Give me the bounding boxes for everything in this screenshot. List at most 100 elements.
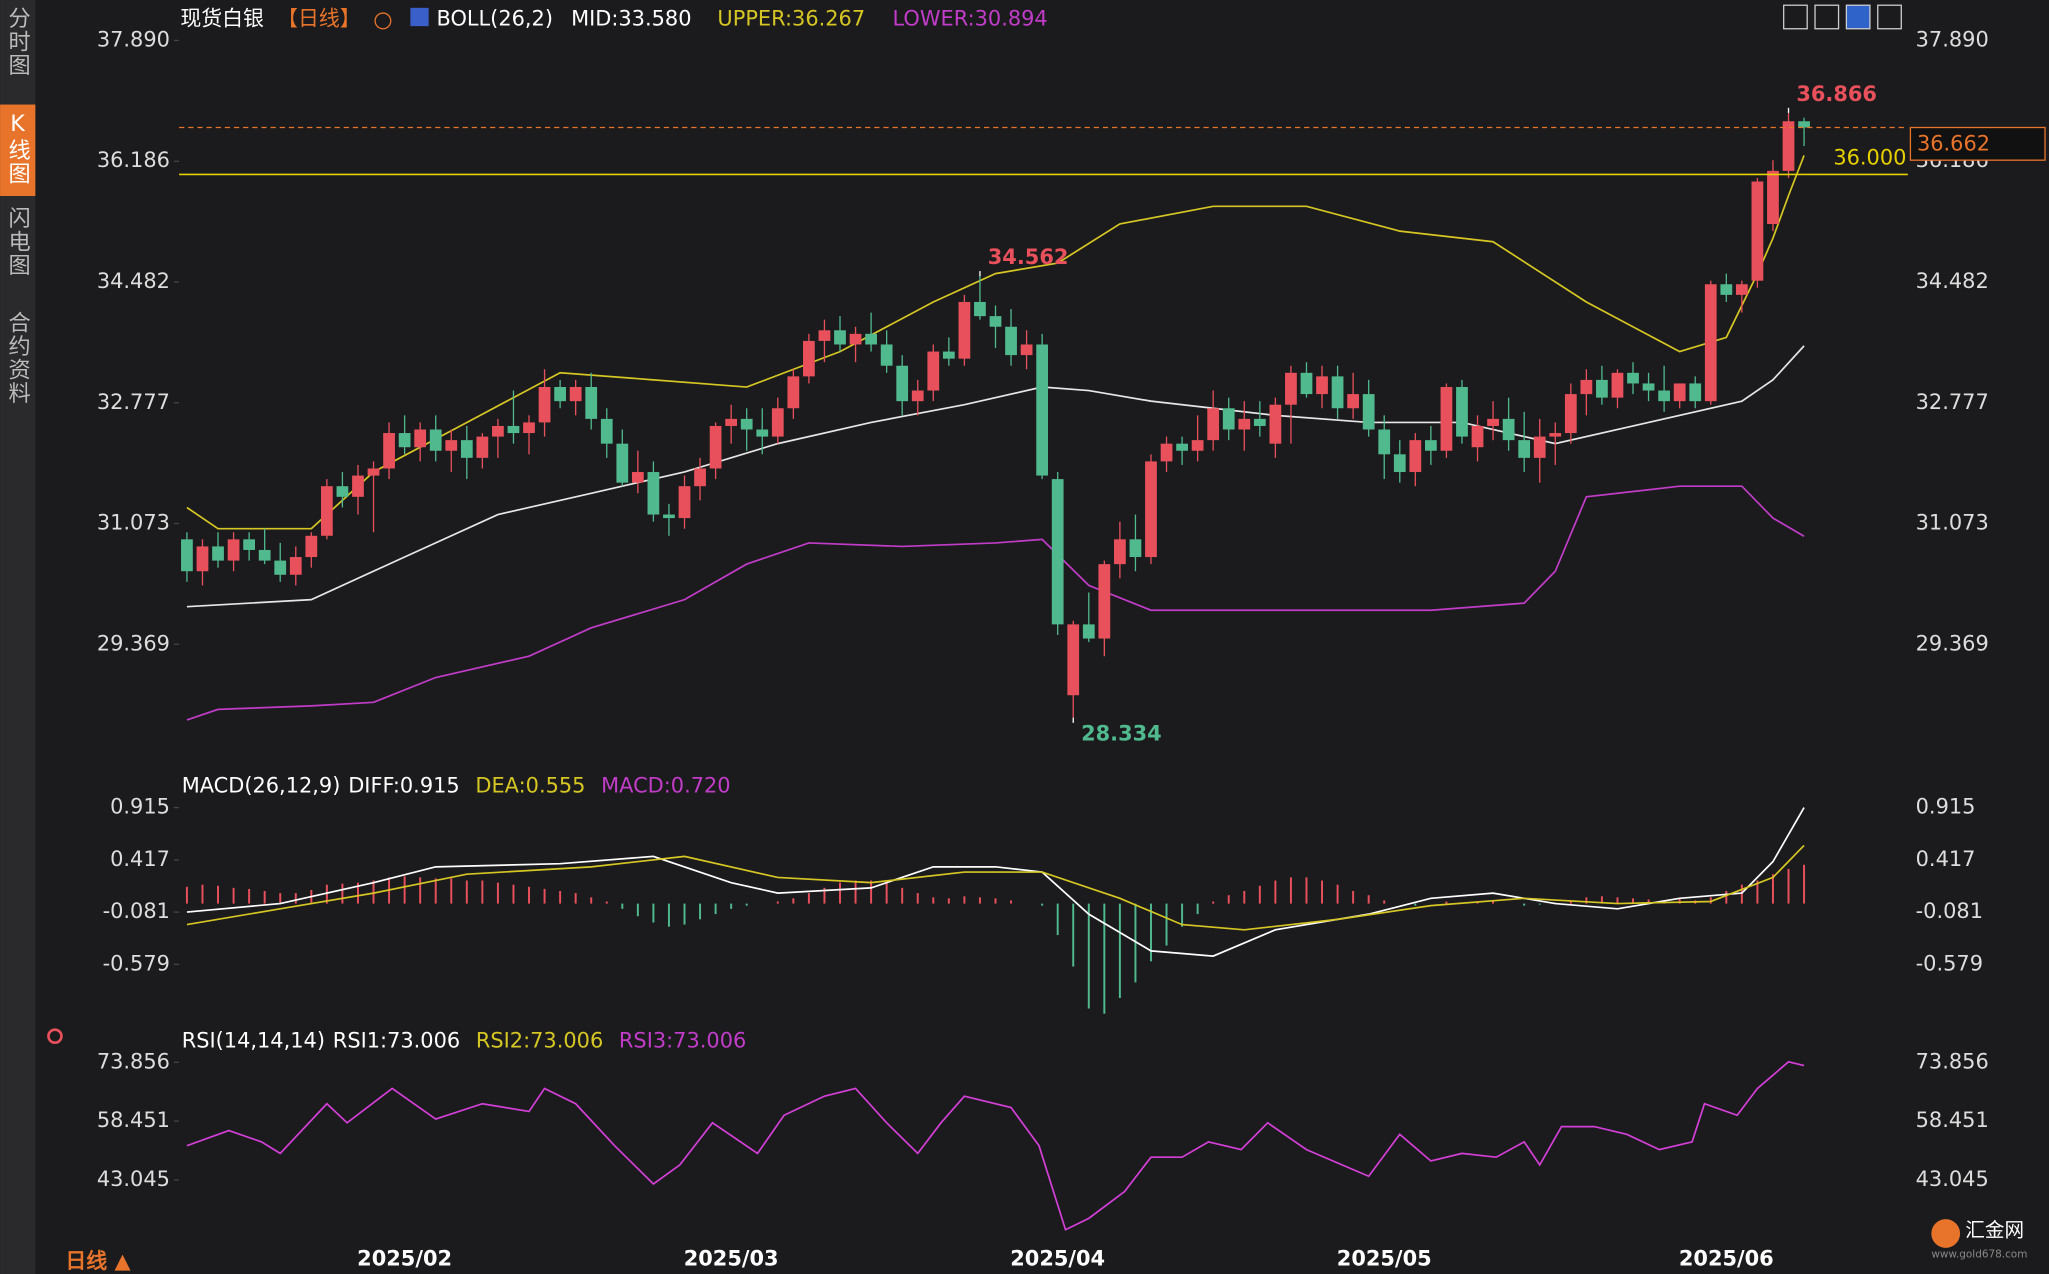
y2-tick-label: 43.045: [1916, 1167, 1989, 1191]
legend-entry: MACD:0.720: [601, 774, 730, 798]
candle-body: [911, 390, 924, 402]
candle-body: [429, 429, 442, 451]
legend-entry: RSI2:73.006: [476, 1028, 603, 1052]
y-tick-label: 73.856: [97, 1049, 170, 1073]
candle-body: [212, 546, 224, 561]
candle-body: [1424, 440, 1437, 451]
y-tick-label: 31.073: [97, 511, 170, 535]
candle-body: [1487, 418, 1499, 426]
candle-body: [1456, 386, 1468, 437]
candle-body: [1533, 436, 1546, 458]
candle-body: [1222, 408, 1235, 430]
candle-body: [1191, 440, 1204, 451]
candle-body: [289, 557, 302, 575]
candle-body: [1160, 443, 1173, 462]
candle-body: [1082, 624, 1095, 639]
candle-body: [1611, 372, 1624, 398]
y2-tick-label: 0.417: [1916, 847, 1976, 871]
candle-body: [631, 472, 644, 483]
sidebar: [0, 0, 36, 1274]
candle-body: [585, 386, 598, 419]
candle-body: [1782, 121, 1795, 171]
candle-body: [989, 316, 1002, 327]
period[interactable]: 【日线】: [277, 7, 361, 31]
y2-tick-label: 32.777: [1916, 390, 1989, 414]
candle-body: [1285, 372, 1297, 405]
tool-button[interactable]: [1783, 4, 1808, 30]
tab[interactable]: K线图: [5, 111, 31, 185]
candle-body: [1440, 386, 1453, 451]
period-switch[interactable]: 日线 ▲: [65, 1249, 130, 1273]
y2-tick-label: 34.482: [1916, 269, 1989, 293]
level-label: 36.000: [1833, 146, 1906, 170]
candle-body: [1145, 461, 1157, 558]
candle-body: [663, 514, 675, 519]
tab[interactable]: 合约资料: [5, 311, 31, 406]
y2-tick-label: 73.856: [1916, 1049, 1989, 1073]
candle-body: [414, 429, 427, 448]
candle-body: [1378, 429, 1391, 455]
candle-body: [1642, 383, 1655, 391]
candle-body: [1596, 379, 1608, 398]
candle-body: [600, 418, 613, 444]
candle-body: [383, 433, 395, 469]
candle-body: [958, 301, 971, 359]
boll-lower: LOWER:30.894: [893, 7, 1048, 31]
active-tab: [0, 104, 36, 196]
candle-body: [181, 539, 193, 572]
symbol: 现货白银: [180, 7, 264, 31]
candle-body: [1238, 418, 1251, 430]
add-icon[interactable]: [374, 12, 392, 30]
tool-button[interactable]: [1845, 4, 1871, 30]
candle-body: [740, 418, 753, 430]
y-tick-label: 0.915: [110, 795, 170, 819]
candle-body: [1067, 624, 1080, 696]
candle-body: [1316, 376, 1328, 395]
candle-body: [1347, 394, 1360, 409]
y-tick-label: -0.081: [103, 899, 170, 923]
boll-upper: UPPER:36.267: [717, 7, 865, 31]
indicator-line: [186, 844, 1805, 931]
candle-body: [1720, 284, 1733, 295]
candle-body: [771, 408, 784, 437]
candle-body: [460, 440, 473, 458]
y-tick-label: 0.417: [110, 847, 170, 871]
candle-body: [1005, 326, 1017, 356]
candle-body: [196, 546, 209, 572]
candle-body: [1253, 418, 1266, 426]
indicator-title: RSI(14,14,14): [182, 1028, 325, 1052]
candle-body: [1627, 372, 1639, 384]
logo-mark: [1931, 1219, 1961, 1248]
x-tick-label: 2025/04: [1010, 1247, 1105, 1271]
y-tick-label: -0.579: [103, 951, 170, 975]
candle-body: [1362, 394, 1375, 430]
logo-name: 汇金网: [1965, 1218, 2024, 1241]
candle-body: [1704, 284, 1717, 402]
settings-icon[interactable]: [47, 1028, 63, 1045]
candle-body: [818, 330, 831, 341]
candle-body: [1471, 425, 1484, 448]
tab[interactable]: 闪电图: [5, 206, 31, 277]
candle-body: [1176, 443, 1188, 451]
candle-body: [1798, 121, 1810, 128]
candle-body: [896, 365, 909, 402]
candle-body: [725, 418, 738, 426]
candle-body: [1036, 344, 1049, 476]
candle-body: [880, 344, 893, 366]
y2-tick-label: 31.073: [1916, 511, 1989, 535]
toolbar: [1783, 4, 1902, 30]
tool-button[interactable]: [1814, 4, 1840, 30]
candle-body: [1564, 394, 1577, 434]
y-tick-label: 29.369: [97, 631, 170, 655]
tool-button[interactable]: [1877, 4, 1902, 30]
tab[interactable]: 分时图: [5, 6, 31, 77]
indicator-line: [186, 807, 1805, 957]
y2-tick-label: -0.081: [1916, 899, 1983, 923]
candle-body: [1502, 418, 1515, 441]
indicator-icon: [410, 7, 429, 27]
candle-body: [569, 386, 582, 402]
candle-body: [1269, 404, 1282, 444]
candle-body: [476, 436, 489, 458]
